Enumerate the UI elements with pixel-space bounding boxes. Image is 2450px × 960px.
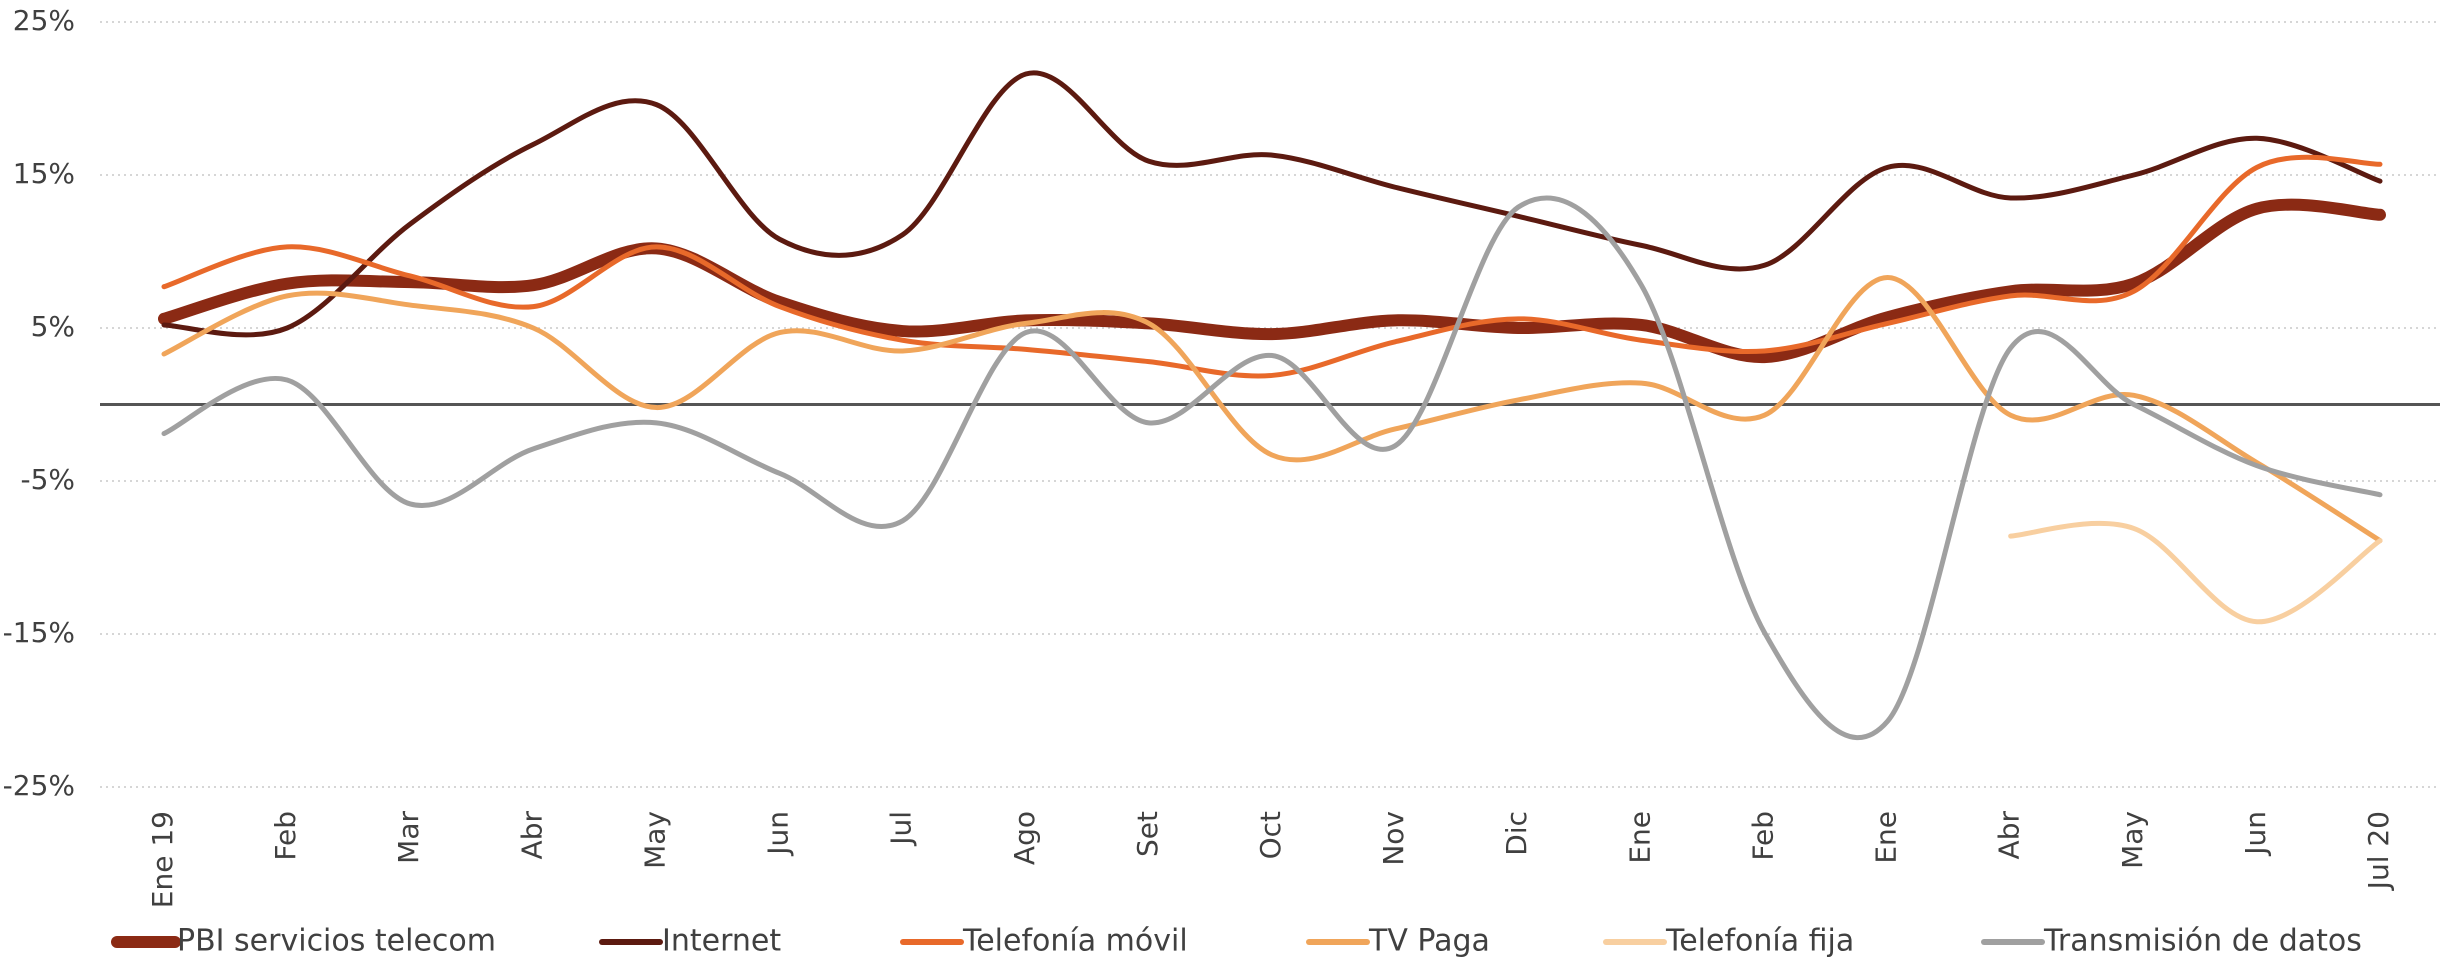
series-line (161, 154, 2383, 379)
legend: PBI servicios telecom Internet Telefonía m… (111, 924, 2362, 959)
series-line (161, 195, 2383, 740)
series-line (158, 198, 2386, 364)
legend-label: Transmisión de datos (2043, 924, 2362, 959)
y-tick-label: -25% (3, 769, 75, 802)
x-tick-label: Jun (2239, 811, 2272, 857)
x-tick-label: Jun (762, 811, 795, 857)
x-tick-label: Abr (1993, 811, 2026, 860)
x-tick-label: Abr (515, 811, 548, 860)
x-tick-label: Mar (392, 811, 425, 864)
y-tick-label: -15% (3, 616, 75, 649)
x-tick-label: Jul 20 (2362, 811, 2395, 891)
legend-label: Telefonía fija (1665, 924, 1854, 959)
legend-label: Telefonía móvil (962, 924, 1188, 959)
x-tick-label: Ene (1870, 811, 1903, 864)
x-tick-label: Ago (1008, 811, 1041, 865)
x-tick-label: Jul (885, 811, 918, 847)
series-line (161, 70, 2383, 338)
x-tick-label: Set (1131, 811, 1164, 857)
x-tick-label: Ene (1623, 811, 1656, 864)
x-tick-label: Dic (1500, 811, 1533, 856)
x-tick-label: Feb (269, 811, 302, 861)
x-tick-label: May (638, 811, 671, 869)
x-tick-label: Oct (1254, 811, 1287, 859)
y-tick-label: 15% (13, 157, 75, 190)
series-line (2008, 520, 2383, 625)
series-line (161, 275, 2383, 544)
legend-label: Internet (662, 924, 781, 959)
x-tick-label: May (2116, 811, 2149, 869)
x-tick-label: Nov (1377, 811, 1410, 866)
legend-label: TV Paga (1368, 924, 1490, 959)
legend-label: PBI servicios telecom (177, 924, 496, 959)
y-tick-label: 25% (13, 4, 75, 37)
x-tick-label: Feb (1746, 811, 1779, 861)
y-tick-label: 5% (31, 310, 75, 343)
x-tick-label: Ene 19 (146, 811, 179, 908)
y-tick-label: -5% (20, 463, 75, 496)
